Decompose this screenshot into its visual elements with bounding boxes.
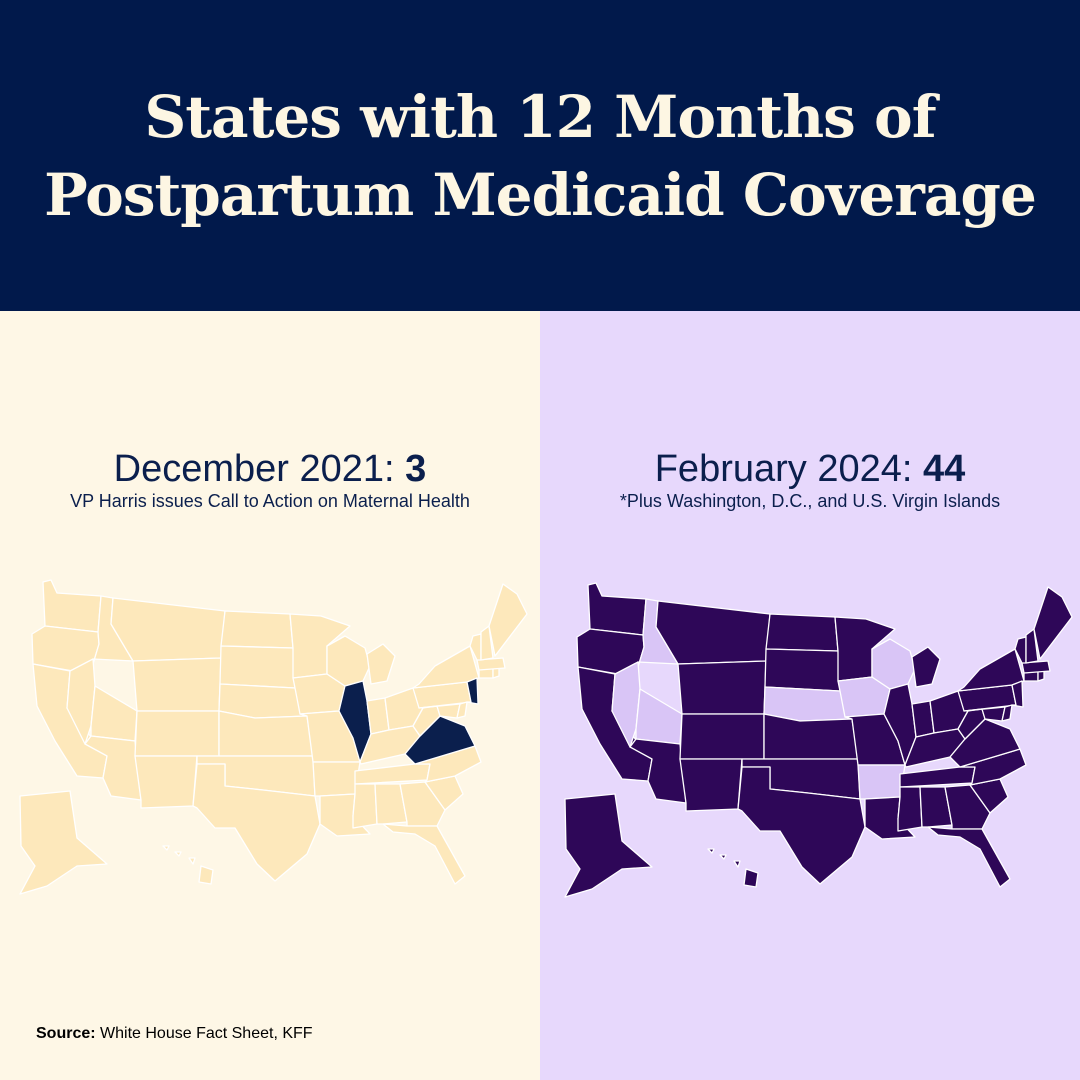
- map-right-state-vermont: [1014, 636, 1027, 664]
- map-right-state-colorado: [679, 713, 765, 760]
- map-right-state-new-mexico: [679, 758, 743, 812]
- map-right-state-alabama: [919, 786, 953, 828]
- panel-right-heading: February 2024: 44: [540, 447, 1080, 491]
- panel-right-subtitle: *Plus Washington, D.C., and U.S. Virgin …: [619, 491, 1001, 511]
- map-left-state-michigan: [366, 643, 396, 685]
- map-left-state-colorado: [134, 710, 220, 757]
- map-right-state-massachusetts: [1021, 660, 1051, 674]
- map-right-state-tennessee: [899, 766, 976, 788]
- map-right-state-texas: [737, 766, 866, 885]
- map-right-state-alaska: [564, 793, 653, 898]
- map-left-state-massachusetts: [476, 657, 506, 671]
- map-right-state-maine: [1033, 586, 1073, 660]
- map-left-state-new-jersey: [466, 677, 479, 705]
- map-right-state-hawaii-2: [719, 854, 727, 860]
- map-left-state-new-hampshire: [480, 625, 494, 661]
- panel-december-2021: December 2021: 3 VP Harris issues Call t…: [0, 311, 540, 1080]
- map-left-state-hawaii-4: [198, 865, 214, 885]
- map-right-state-delaware: [1001, 704, 1013, 722]
- map-right-state-nebraska: [763, 686, 853, 722]
- map-left-state-north-dakota: [220, 610, 294, 649]
- map-right-state-kansas: [763, 713, 859, 760]
- panel-right-count: 44: [923, 448, 966, 490]
- panel-left-heading: December 2021: 3: [0, 447, 540, 491]
- map-right-state-hawaii-3: [733, 860, 741, 868]
- map-left-state-washington: [42, 579, 102, 633]
- map-right-state-new-hampshire: [1025, 628, 1039, 664]
- map-left-state-wisconsin: [326, 635, 371, 687]
- map-left-state-south-dakota: [219, 645, 296, 689]
- map-left-state-maryland: [418, 703, 461, 719]
- header-banner: States with 12 Months of Postpartum Medi…: [0, 0, 1080, 311]
- panel-left-subtitle: VP Harris issues Call to Action on Mater…: [70, 491, 470, 511]
- map-left-state-montana: [110, 597, 226, 662]
- map-left-state-wyoming: [132, 657, 222, 712]
- map-right-state-montana: [655, 600, 771, 665]
- map-left-state-kansas: [218, 710, 314, 757]
- panel-left-count: 3: [405, 448, 427, 490]
- map-left-state-alaska: [19, 790, 108, 895]
- map-left-state-mississippi: [352, 783, 378, 829]
- map-left-state-delaware: [456, 701, 468, 719]
- map-left-state-alabama: [374, 783, 408, 825]
- map-left-state-maine: [488, 583, 528, 657]
- map-left: [19, 579, 528, 895]
- map-left-state-hawaii-3: [188, 857, 196, 865]
- map-left-state-florida: [382, 823, 466, 885]
- map-left-state-tennessee: [354, 763, 431, 785]
- map-left-state-hawaii-2: [174, 851, 182, 857]
- map-right-state-hawaii-1: [707, 848, 715, 854]
- map-right-state-mississippi: [897, 786, 923, 832]
- page-title: States with 12 Months of Postpartum Medi…: [0, 78, 1080, 234]
- map-right-state-utah: [635, 688, 683, 745]
- map-right-state-washington: [587, 582, 647, 636]
- map-right-state-south-dakota: [764, 648, 841, 692]
- title-line-1: States with 12 Months of: [144, 83, 936, 151]
- map-right-state-north-carolina: [959, 748, 1027, 786]
- panel-february-2024: February 2024: 44 *Plus Washington, D.C.…: [540, 311, 1080, 1080]
- map-right-state-arkansas: [857, 764, 906, 800]
- source-label: Source:: [36, 1025, 96, 1042]
- title-line-2: Postpartum Medicaid Coverage: [44, 161, 1037, 229]
- source-text: White House Fact Sheet, KFF: [100, 1025, 313, 1042]
- map-left-state-hawaii-1: [162, 845, 170, 851]
- map-right-state-maryland: [963, 706, 1006, 722]
- map-left-state-nebraska: [218, 683, 308, 719]
- source-note: Source: White House Fact Sheet, KFF: [36, 1025, 313, 1043]
- map-right-state-florida: [927, 826, 1011, 888]
- map-left-state-arkansas: [312, 761, 361, 797]
- map-right-state-wisconsin: [871, 638, 916, 690]
- map-left-state-new-mexico: [134, 755, 198, 809]
- map-left-state-utah: [90, 685, 138, 742]
- map-right: [564, 582, 1073, 898]
- map-left-state-texas: [192, 763, 321, 882]
- map-right-state-new-jersey: [1011, 680, 1024, 708]
- map-right-state-michigan: [911, 646, 941, 688]
- map-right-state-hawaii-4: [743, 868, 759, 888]
- map-left-state-vermont: [469, 633, 482, 661]
- map-right-state-north-dakota: [765, 613, 839, 652]
- panel-left-period: December 2021:: [113, 448, 395, 490]
- map-right-state-wyoming: [677, 660, 767, 715]
- map-left-state-north-carolina: [414, 745, 482, 783]
- panel-right-period: February 2024:: [654, 448, 913, 490]
